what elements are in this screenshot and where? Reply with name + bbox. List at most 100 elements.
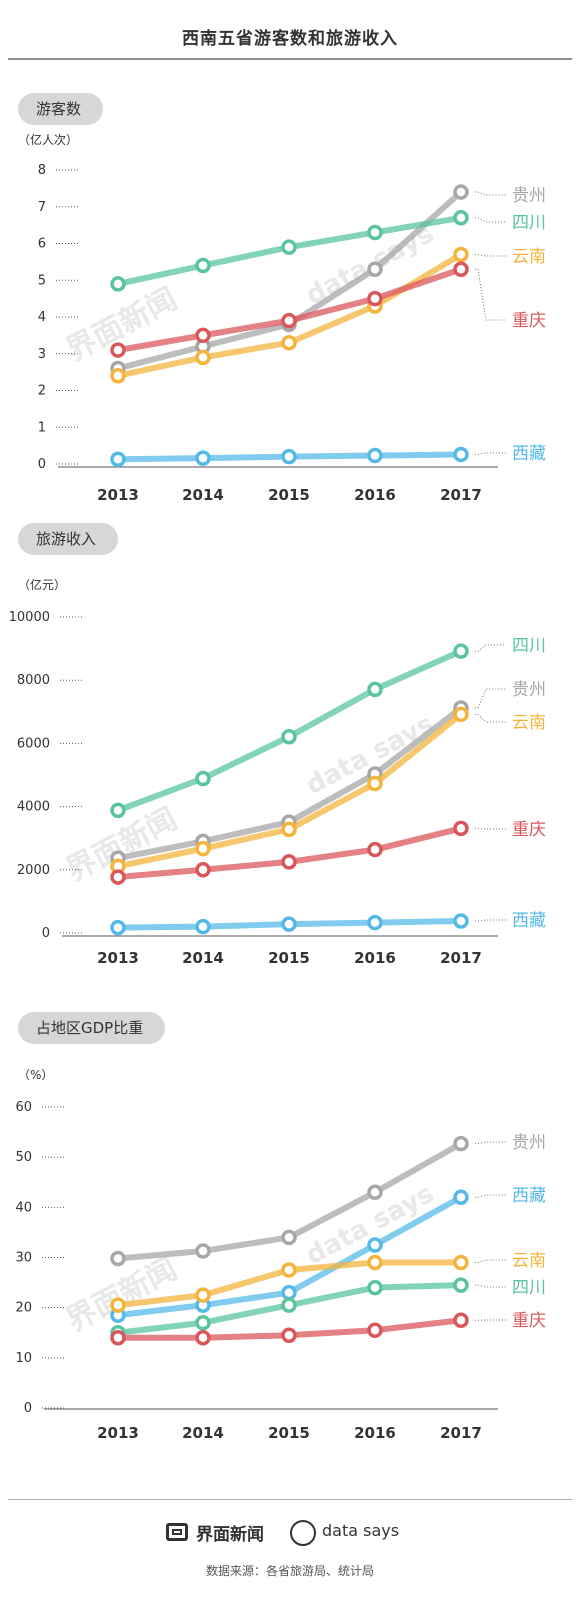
- data-point: [281, 1284, 297, 1301]
- x-tick-label: 2013: [97, 949, 139, 967]
- data-point: [453, 246, 469, 263]
- data-point: [195, 918, 211, 935]
- legend-leader: [475, 191, 506, 196]
- legend-leader: [475, 268, 506, 321]
- x-tick-label: 2014: [182, 949, 224, 967]
- y-tick-label: 6: [38, 237, 46, 252]
- data-point: [367, 1184, 383, 1201]
- jiemian-logo-icon: [166, 1523, 188, 1541]
- data-point: [281, 448, 297, 465]
- data-point: [367, 1254, 383, 1271]
- data-point: [453, 913, 469, 929]
- legend-leader: [475, 919, 506, 922]
- data-point: [281, 1327, 297, 1344]
- section-label-revenue: 旅游收入: [18, 523, 119, 555]
- y-tick-label: 40: [15, 1200, 32, 1215]
- legend-leader: [475, 688, 506, 709]
- x-tick-label: 2013: [97, 486, 139, 504]
- data-point: [367, 1279, 383, 1296]
- legend-leader: [475, 713, 506, 723]
- legend-label: 贵州: [512, 186, 546, 206]
- data-point: [367, 1237, 383, 1253]
- data-point: [453, 1254, 469, 1271]
- data-point: [195, 349, 211, 366]
- title-divider: [8, 58, 572, 60]
- data-point: [281, 1262, 297, 1278]
- y-tick-label: 10000: [9, 610, 50, 625]
- legend-leader: [475, 217, 506, 223]
- data-point: [195, 862, 211, 878]
- y-tick-label: 60: [15, 1100, 32, 1115]
- y-tick-label: 0: [38, 457, 46, 472]
- data-point: [110, 342, 126, 358]
- legend-label: 重庆: [512, 311, 546, 331]
- legend-leader: [475, 1259, 506, 1264]
- legend-leader: [475, 1194, 506, 1198]
- data-point: [453, 820, 469, 837]
- y-tick-label: 7: [38, 200, 46, 215]
- data-point: [110, 1250, 126, 1267]
- data-point: [453, 643, 469, 659]
- data-point: [281, 334, 297, 351]
- legend-leader: [475, 644, 506, 652]
- legend-label: 重庆: [512, 1311, 546, 1331]
- data-point: [453, 1135, 469, 1152]
- data-point: [367, 914, 383, 931]
- data-point: [195, 1330, 211, 1346]
- legend-leader: [475, 1141, 506, 1145]
- y-tick-label: 5: [38, 273, 46, 288]
- legend-label: 西藏: [512, 911, 546, 931]
- y-tick-label: 0: [24, 1401, 32, 1416]
- data-point: [367, 261, 383, 277]
- legend-label: 云南: [512, 713, 546, 733]
- data-point: [367, 681, 383, 698]
- data-point: [281, 854, 297, 870]
- data-point: [195, 770, 211, 787]
- data-point: [453, 706, 469, 723]
- x-tick-label: 2013: [97, 1424, 139, 1442]
- y-tick-label: 50: [15, 1150, 32, 1165]
- section-label-visitors: 游客数: [18, 93, 104, 125]
- legend-label: 贵州: [512, 1133, 546, 1153]
- y-tick-label: 1: [38, 420, 46, 435]
- legend-label: 四川: [512, 636, 546, 656]
- data-point: [281, 916, 297, 932]
- data-point: [110, 276, 126, 292]
- data-point: [195, 1287, 211, 1303]
- y-tick-label: 6000: [17, 736, 50, 751]
- footer-divider: [8, 1499, 572, 1500]
- legend-leader: [475, 1284, 506, 1288]
- x-tick-label: 2017: [440, 1424, 482, 1442]
- y-tick-label: 30: [15, 1251, 32, 1266]
- data-point: [367, 447, 383, 464]
- y-tick-label: 8: [38, 163, 46, 178]
- data-source: 数据来源：各省旅游局、统计局: [205, 1564, 374, 1578]
- data-point: [453, 1277, 469, 1293]
- legend-leader: [475, 254, 506, 257]
- brand-jiemian: 界面新闻: [196, 1525, 264, 1545]
- data-point: [195, 257, 211, 274]
- data-point: [110, 1297, 126, 1313]
- data-point: [195, 840, 211, 857]
- data-point: [367, 224, 383, 241]
- x-tick-label: 2016: [354, 486, 396, 504]
- data-point: [110, 451, 126, 467]
- y-tick-label: 2000: [17, 863, 50, 878]
- x-tick-label: 2015: [268, 1424, 310, 1442]
- x-tick-label: 2015: [268, 949, 310, 967]
- legend-label: 西藏: [512, 1186, 546, 1206]
- y-tick-label: 4000: [17, 800, 50, 815]
- y-unit-label: （%）: [18, 1068, 53, 1082]
- data-point: [281, 821, 297, 838]
- data-point: [367, 841, 383, 858]
- footer-logos: 界面新闻 data says: [160, 1518, 420, 1548]
- y-unit-label: （亿人次）: [18, 132, 78, 147]
- data-point: [281, 312, 297, 329]
- data-point: [281, 1229, 297, 1246]
- y-tick-label: 20: [15, 1301, 32, 1316]
- data-point: [195, 450, 211, 466]
- y-tick-label: 3: [38, 347, 46, 362]
- data-point: [453, 1189, 469, 1206]
- visitors-chart: （亿人次） 0 1 2 3 4 5 6 7 8 2013 2014 2015 2016 2017 贵州四川云南…: [18, 132, 546, 504]
